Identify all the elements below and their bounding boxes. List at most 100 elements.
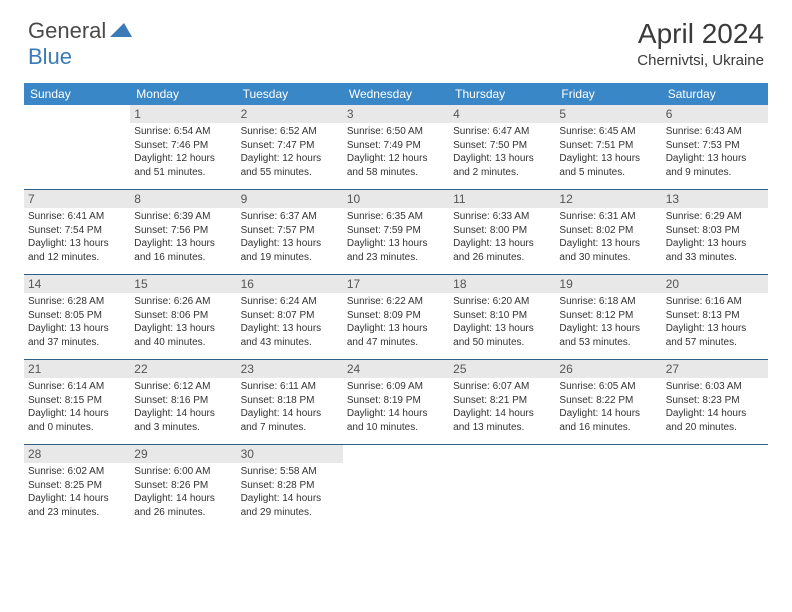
daylight-line: Daylight: 13 hours and 40 minutes. (134, 322, 232, 349)
sunrise-line: Sunrise: 6:31 AM (559, 210, 657, 224)
dow-header-cell: Friday (555, 83, 661, 105)
daylight-line: Daylight: 14 hours and 23 minutes. (28, 492, 126, 519)
day-cell: 27Sunrise: 6:03 AMSunset: 8:23 PMDayligh… (662, 360, 768, 444)
day-cell: 23Sunrise: 6:11 AMSunset: 8:18 PMDayligh… (237, 360, 343, 444)
daylight-line: Daylight: 13 hours and 12 minutes. (28, 237, 126, 264)
day-number-empty (343, 445, 449, 463)
day-number: 21 (24, 360, 130, 378)
day-number: 10 (343, 190, 449, 208)
sunrise-line: Sunrise: 6:09 AM (347, 380, 445, 394)
sunset-line: Sunset: 7:57 PM (241, 224, 339, 238)
sunrise-line: Sunrise: 6:20 AM (453, 295, 551, 309)
sunset-line: Sunset: 8:16 PM (134, 394, 232, 408)
dow-header-row: SundayMondayTuesdayWednesdayThursdayFrid… (24, 83, 768, 105)
day-cell: 5Sunrise: 6:45 AMSunset: 7:51 PMDaylight… (555, 105, 661, 189)
day-cell: 6Sunrise: 6:43 AMSunset: 7:53 PMDaylight… (662, 105, 768, 189)
day-cell: 10Sunrise: 6:35 AMSunset: 7:59 PMDayligh… (343, 190, 449, 274)
week-row: 21Sunrise: 6:14 AMSunset: 8:15 PMDayligh… (24, 360, 768, 445)
weeks-container: 1Sunrise: 6:54 AMSunset: 7:46 PMDaylight… (24, 105, 768, 529)
day-number: 11 (449, 190, 555, 208)
sunrise-line: Sunrise: 6:14 AM (28, 380, 126, 394)
dow-header-cell: Saturday (662, 83, 768, 105)
week-row: 7Sunrise: 6:41 AMSunset: 7:54 PMDaylight… (24, 190, 768, 275)
dow-header-cell: Thursday (449, 83, 555, 105)
daylight-line: Daylight: 14 hours and 20 minutes. (666, 407, 764, 434)
sunrise-line: Sunrise: 6:50 AM (347, 125, 445, 139)
daylight-line: Daylight: 13 hours and 47 minutes. (347, 322, 445, 349)
day-cell: 19Sunrise: 6:18 AMSunset: 8:12 PMDayligh… (555, 275, 661, 359)
sunset-line: Sunset: 7:59 PM (347, 224, 445, 238)
sunrise-line: Sunrise: 6:45 AM (559, 125, 657, 139)
day-cell: 18Sunrise: 6:20 AMSunset: 8:10 PMDayligh… (449, 275, 555, 359)
day-cell: 8Sunrise: 6:39 AMSunset: 7:56 PMDaylight… (130, 190, 236, 274)
sunrise-line: Sunrise: 6:52 AM (241, 125, 339, 139)
day-number: 8 (130, 190, 236, 208)
sunset-line: Sunset: 8:10 PM (453, 309, 551, 323)
dow-header-cell: Wednesday (343, 83, 449, 105)
day-number: 19 (555, 275, 661, 293)
daylight-line: Daylight: 13 hours and 2 minutes. (453, 152, 551, 179)
day-number: 16 (237, 275, 343, 293)
day-number: 22 (130, 360, 236, 378)
sunrise-line: Sunrise: 5:58 AM (241, 465, 339, 479)
title-block: April 2024 Chernivtsi, Ukraine (637, 18, 764, 69)
day-number: 30 (237, 445, 343, 463)
header: General April 2024 Chernivtsi, Ukraine (0, 0, 792, 77)
sunset-line: Sunset: 8:02 PM (559, 224, 657, 238)
sunrise-line: Sunrise: 6:47 AM (453, 125, 551, 139)
day-number: 28 (24, 445, 130, 463)
sunrise-line: Sunrise: 6:18 AM (559, 295, 657, 309)
daylight-line: Daylight: 14 hours and 13 minutes. (453, 407, 551, 434)
week-row: 28Sunrise: 6:02 AMSunset: 8:25 PMDayligh… (24, 445, 768, 529)
daylight-line: Daylight: 12 hours and 58 minutes. (347, 152, 445, 179)
sunrise-line: Sunrise: 6:12 AM (134, 380, 232, 394)
day-number-empty (662, 445, 768, 463)
day-cell: 20Sunrise: 6:16 AMSunset: 8:13 PMDayligh… (662, 275, 768, 359)
sunset-line: Sunset: 8:13 PM (666, 309, 764, 323)
sunset-line: Sunset: 7:51 PM (559, 139, 657, 153)
day-number: 17 (343, 275, 449, 293)
sunset-line: Sunset: 8:00 PM (453, 224, 551, 238)
day-cell: 30Sunrise: 5:58 AMSunset: 8:28 PMDayligh… (237, 445, 343, 529)
daylight-line: Daylight: 13 hours and 23 minutes. (347, 237, 445, 264)
sunrise-line: Sunrise: 6:22 AM (347, 295, 445, 309)
sunrise-line: Sunrise: 6:39 AM (134, 210, 232, 224)
day-number: 23 (237, 360, 343, 378)
sunrise-line: Sunrise: 6:02 AM (28, 465, 126, 479)
sunrise-line: Sunrise: 6:28 AM (28, 295, 126, 309)
day-number-empty (555, 445, 661, 463)
sunset-line: Sunset: 8:19 PM (347, 394, 445, 408)
daylight-line: Daylight: 13 hours and 37 minutes. (28, 322, 126, 349)
day-cell: 15Sunrise: 6:26 AMSunset: 8:06 PMDayligh… (130, 275, 236, 359)
day-cell (555, 445, 661, 529)
day-number: 2 (237, 105, 343, 123)
day-cell: 29Sunrise: 6:00 AMSunset: 8:26 PMDayligh… (130, 445, 236, 529)
sunrise-line: Sunrise: 6:24 AM (241, 295, 339, 309)
day-cell: 26Sunrise: 6:05 AMSunset: 8:22 PMDayligh… (555, 360, 661, 444)
dow-header-cell: Sunday (24, 83, 130, 105)
week-row: 1Sunrise: 6:54 AMSunset: 7:46 PMDaylight… (24, 105, 768, 190)
daylight-line: Daylight: 13 hours and 57 minutes. (666, 322, 764, 349)
day-number-empty (449, 445, 555, 463)
daylight-line: Daylight: 13 hours and 5 minutes. (559, 152, 657, 179)
logo-text-blue: Blue (28, 44, 72, 69)
day-cell: 14Sunrise: 6:28 AMSunset: 8:05 PMDayligh… (24, 275, 130, 359)
day-cell: 13Sunrise: 6:29 AMSunset: 8:03 PMDayligh… (662, 190, 768, 274)
sunrise-line: Sunrise: 6:03 AM (666, 380, 764, 394)
sunrise-line: Sunrise: 6:41 AM (28, 210, 126, 224)
day-cell: 21Sunrise: 6:14 AMSunset: 8:15 PMDayligh… (24, 360, 130, 444)
sunrise-line: Sunrise: 6:07 AM (453, 380, 551, 394)
daylight-line: Daylight: 14 hours and 10 minutes. (347, 407, 445, 434)
day-cell: 7Sunrise: 6:41 AMSunset: 7:54 PMDaylight… (24, 190, 130, 274)
day-number: 4 (449, 105, 555, 123)
calendar: SundayMondayTuesdayWednesdayThursdayFrid… (24, 83, 768, 529)
logo-text-general: General (28, 18, 106, 44)
day-cell: 28Sunrise: 6:02 AMSunset: 8:25 PMDayligh… (24, 445, 130, 529)
daylight-line: Daylight: 14 hours and 7 minutes. (241, 407, 339, 434)
sunset-line: Sunset: 8:22 PM (559, 394, 657, 408)
day-cell: 3Sunrise: 6:50 AMSunset: 7:49 PMDaylight… (343, 105, 449, 189)
day-cell (449, 445, 555, 529)
sunset-line: Sunset: 7:54 PM (28, 224, 126, 238)
daylight-line: Daylight: 14 hours and 0 minutes. (28, 407, 126, 434)
day-number: 20 (662, 275, 768, 293)
